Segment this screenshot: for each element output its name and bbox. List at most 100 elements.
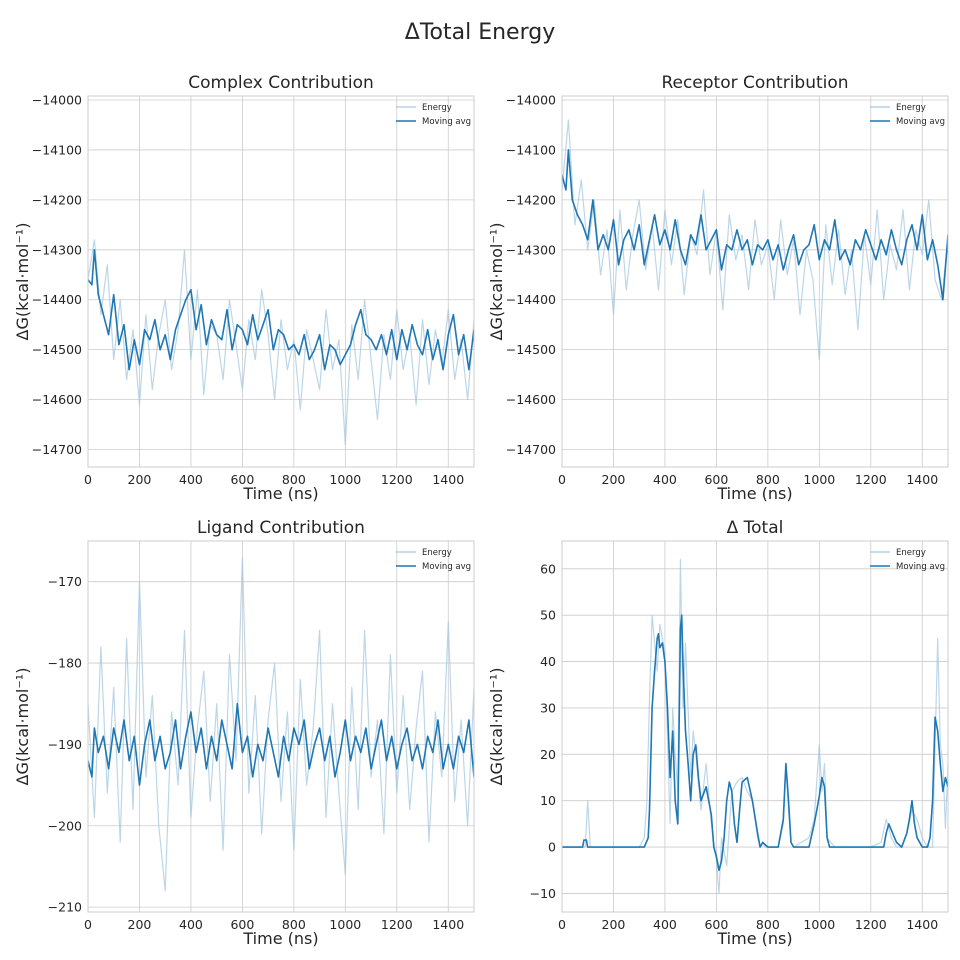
plot-area xyxy=(562,96,948,467)
x-tick-label: 400 xyxy=(653,472,677,487)
y-tick-label: −14600 xyxy=(32,392,82,407)
x-axis-label: Time (ns) xyxy=(716,929,792,948)
y-tick-label: −14300 xyxy=(32,242,82,257)
y-tick-label: −14000 xyxy=(506,92,556,107)
x-tick-label: 1200 xyxy=(855,917,887,932)
y-tick-label: −180 xyxy=(48,656,82,671)
panel-receptor: 0 200 400 600 800 1000 1200 1400 −14700 −14600 −14… xyxy=(487,73,949,503)
y-tick-label: −190 xyxy=(48,737,82,752)
y-tick-label: 20 xyxy=(540,747,556,762)
y-tick-label: −14100 xyxy=(32,142,82,157)
y-tick-label: 40 xyxy=(540,654,556,669)
plot-area xyxy=(88,96,474,467)
legend-label: Moving avg xyxy=(422,562,471,572)
moving-avg-line xyxy=(88,249,474,371)
y-tick-label: −14700 xyxy=(506,442,556,457)
plot-frame xyxy=(87,95,475,468)
y-tick-label: −10 xyxy=(530,886,556,901)
plot-frame xyxy=(87,540,475,913)
x-tick-label: 1200 xyxy=(381,917,413,932)
x-tick-label: 600 xyxy=(704,472,728,487)
x-tick-label: 400 xyxy=(653,917,677,932)
y-tick-label: −14700 xyxy=(32,442,82,457)
legend-label: Moving avg xyxy=(896,117,945,127)
plot-frame xyxy=(561,540,949,913)
y-tick-label: −14500 xyxy=(32,342,82,357)
y-tick-label: −14100 xyxy=(506,142,556,157)
moving-avg-line xyxy=(562,149,948,301)
x-tick-label: 800 xyxy=(282,917,306,932)
y-axis-label: ΔG(kcal·mol⁻¹) xyxy=(487,668,506,786)
y-tick-label: −210 xyxy=(48,900,82,915)
x-tick-label: 0 xyxy=(84,917,92,932)
legend-label: Moving avg xyxy=(422,117,471,127)
x-tick-label: 600 xyxy=(230,472,254,487)
legend-label: Energy xyxy=(896,548,926,558)
y-tick-label: −14200 xyxy=(506,192,556,207)
x-tick-label: 0 xyxy=(558,917,566,932)
y-tick-label: 60 xyxy=(540,561,556,576)
panel-title: Ligand Contribution xyxy=(197,518,365,538)
plot-area xyxy=(88,541,474,912)
x-tick-label: 1200 xyxy=(381,472,413,487)
x-tick-label: 200 xyxy=(602,472,626,487)
x-tick-label: 200 xyxy=(128,917,152,932)
energy-line xyxy=(88,556,474,892)
y-tick-label: −14400 xyxy=(506,292,556,307)
y-tick-label: 30 xyxy=(540,700,556,715)
panel-ligand: 0 200 400 600 800 1000 1200 1400 −210 −200 −190 −18… xyxy=(13,518,475,948)
plot-frame xyxy=(561,95,949,468)
legend-label: Energy xyxy=(422,548,452,558)
y-axis-label: ΔG(kcal·mol⁻¹) xyxy=(13,668,32,786)
x-tick-label: 1000 xyxy=(803,917,835,932)
x-tick-label: 600 xyxy=(230,917,254,932)
x-axis-label: Time (ns) xyxy=(242,484,318,503)
legend-label: Moving avg xyxy=(896,562,945,572)
x-tick-label: 200 xyxy=(128,472,152,487)
energy-line xyxy=(562,119,948,361)
y-tick-label: −14600 xyxy=(506,392,556,407)
x-tick-label: 1000 xyxy=(803,472,835,487)
legend-label: Energy xyxy=(896,103,926,113)
moving-avg-line xyxy=(562,614,948,872)
y-axis-label: ΔG(kcal·mol⁻¹) xyxy=(487,223,506,341)
y-tick-label: −14400 xyxy=(32,292,82,307)
x-tick-label: 0 xyxy=(84,472,92,487)
y-tick-label: −170 xyxy=(48,574,82,589)
x-tick-label: 200 xyxy=(602,917,626,932)
x-tick-label: 1200 xyxy=(855,472,887,487)
x-tick-label: 1000 xyxy=(329,472,361,487)
x-tick-label: 0 xyxy=(558,472,566,487)
x-axis-label: Time (ns) xyxy=(716,484,792,503)
y-axis-label: ΔG(kcal·mol⁻¹) xyxy=(13,223,32,341)
x-tick-label: 1400 xyxy=(906,917,938,932)
panel-delta: 0 200 400 600 800 1000 1200 1400 −10 0 10 20 30 40 50 6… xyxy=(487,518,949,948)
x-tick-label: 400 xyxy=(179,917,203,932)
x-tick-label: 1400 xyxy=(432,917,464,932)
y-tick-label: −14200 xyxy=(32,192,82,207)
y-tick-label: −14000 xyxy=(32,92,82,107)
x-tick-label: 800 xyxy=(282,472,306,487)
y-tick-label: −14500 xyxy=(506,342,556,357)
y-tick-label: 50 xyxy=(540,608,556,623)
panel-complex: 0 200 400 600 800 1000 1200 1400 −14700 −14600 −14… xyxy=(13,73,475,503)
plot-area xyxy=(562,541,948,912)
x-tick-label: 800 xyxy=(756,917,780,932)
figure-title: ΔTotal Energy xyxy=(405,20,555,45)
x-tick-label: 1400 xyxy=(906,472,938,487)
panel-title: Receptor Contribution xyxy=(661,73,848,93)
x-tick-label: 600 xyxy=(704,917,728,932)
y-tick-label: −200 xyxy=(48,818,82,833)
x-axis-label: Time (ns) xyxy=(242,929,318,948)
x-tick-label: 1000 xyxy=(329,917,361,932)
x-tick-label: 400 xyxy=(179,472,203,487)
moving-avg-line xyxy=(88,702,474,786)
x-tick-label: 800 xyxy=(756,472,780,487)
y-tick-label: 0 xyxy=(548,840,556,855)
panel-title: Complex Contribution xyxy=(188,73,374,93)
panel-title: Δ Total xyxy=(727,518,784,538)
y-tick-label: 10 xyxy=(540,793,556,808)
x-tick-label: 1400 xyxy=(432,472,464,487)
y-tick-label: −14300 xyxy=(506,242,556,257)
